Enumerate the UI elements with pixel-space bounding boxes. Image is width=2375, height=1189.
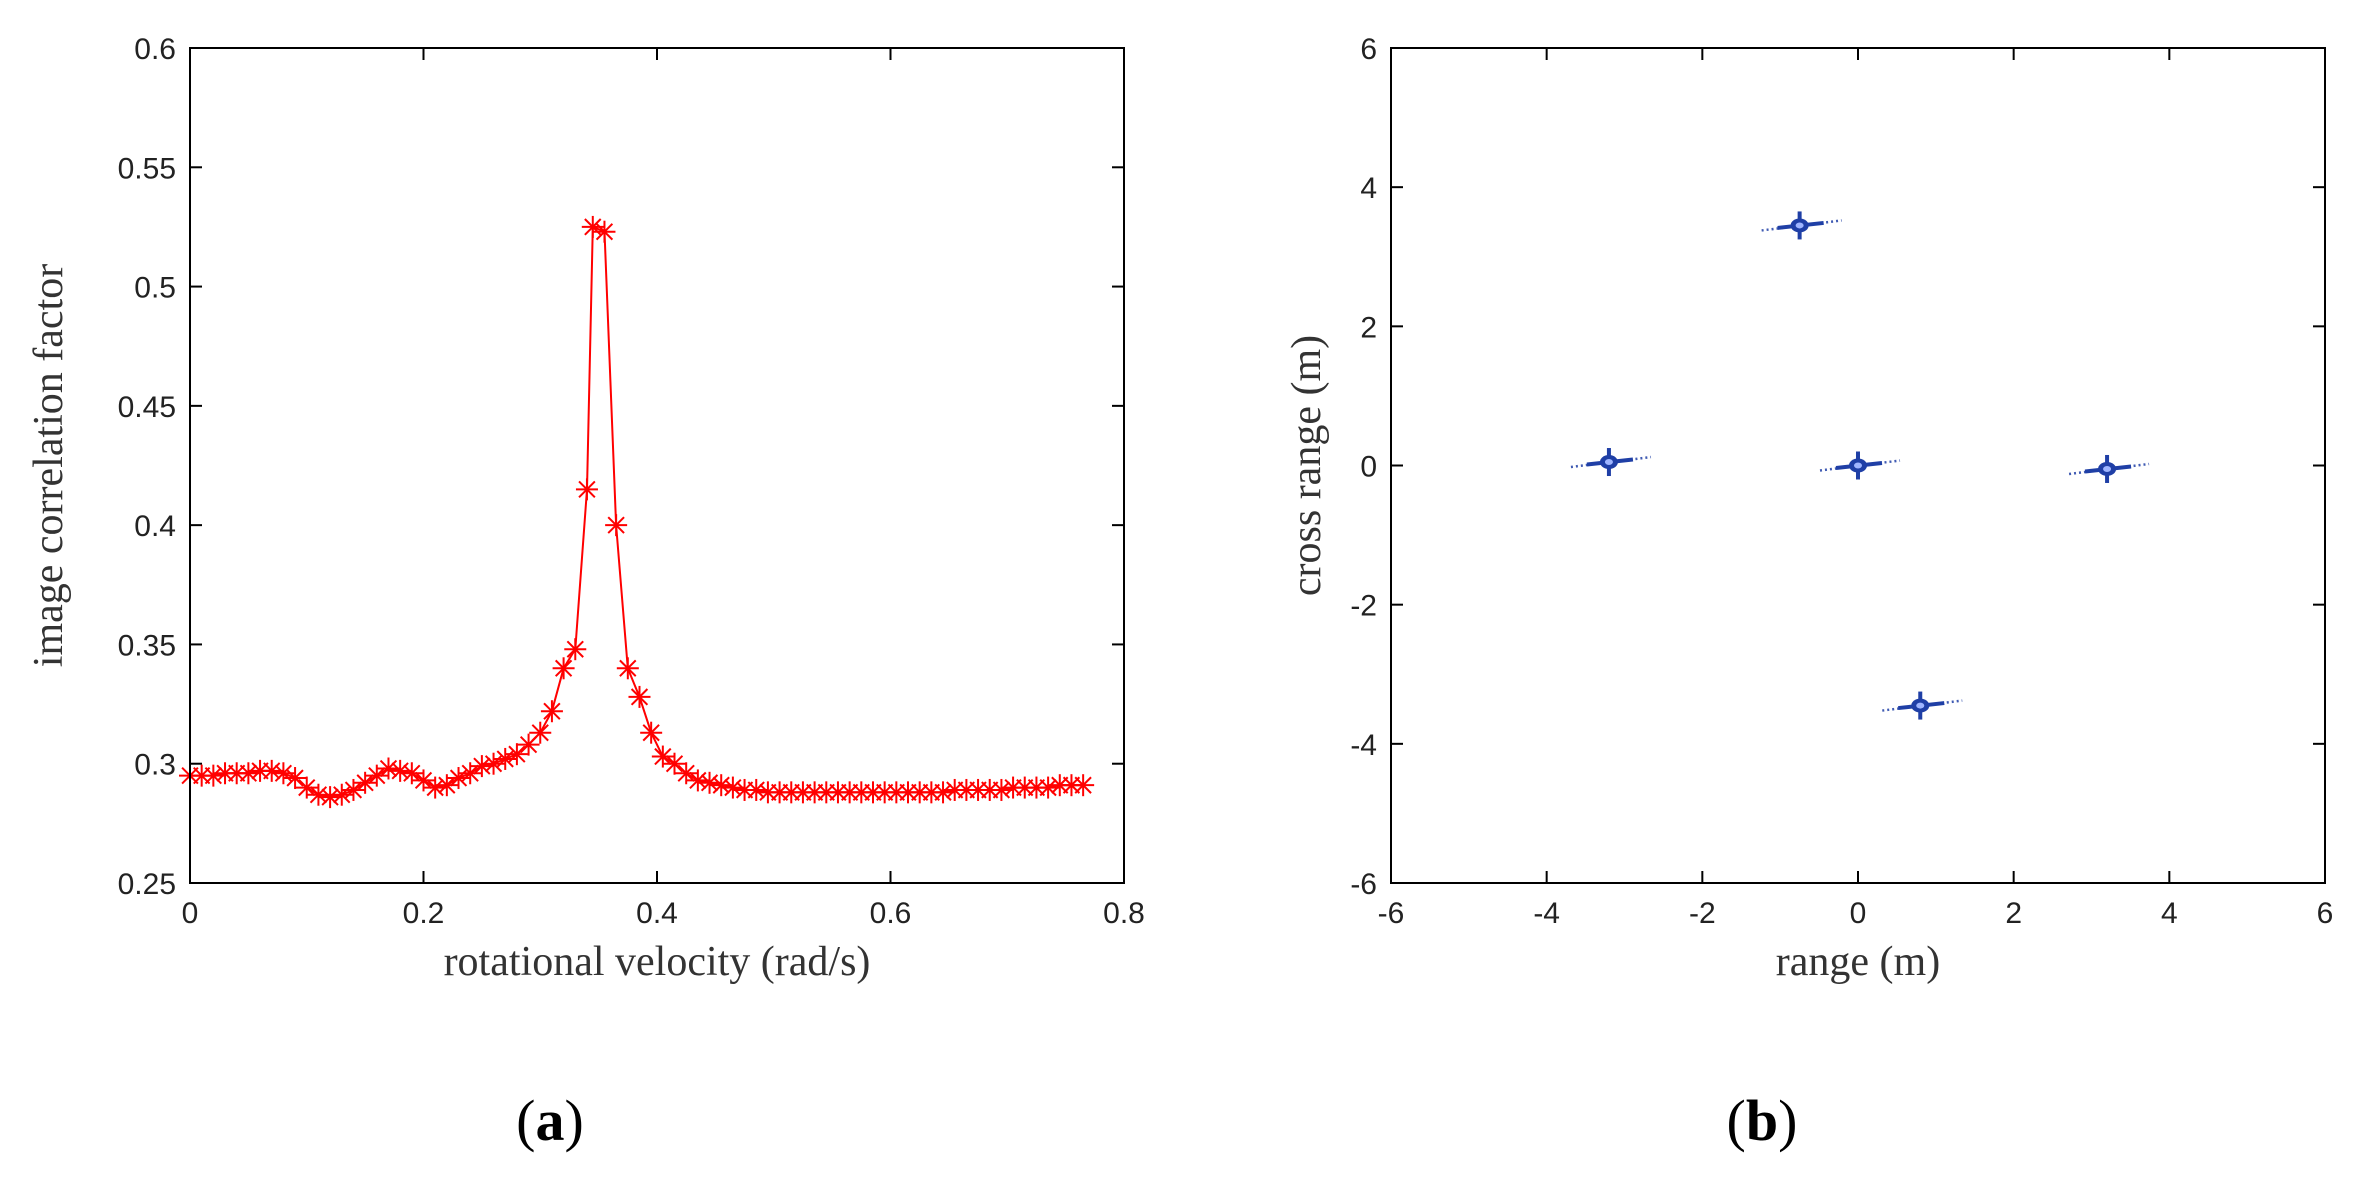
panel-a-x-tick-label: 0.2 xyxy=(403,897,445,930)
panel-b-y-tick-label: 4 xyxy=(1360,172,1377,205)
panel-a-caption-close: ) xyxy=(565,1088,584,1153)
panel-a-y-tick-label: 0.5 xyxy=(134,272,176,305)
panel-a-data-point xyxy=(675,762,698,785)
panel-b-x-axis-label: range (m) xyxy=(1776,939,1940,985)
panel-a-data-point xyxy=(435,774,458,797)
panel-a-y-tick-label: 0.55 xyxy=(118,152,176,185)
panel-a-series-line xyxy=(190,225,1084,799)
panel-a-data-point xyxy=(593,220,616,243)
panel-a-data-point xyxy=(295,776,318,799)
panel-a-data-point xyxy=(237,762,260,785)
panel-a-x-tick-label: 0.8 xyxy=(1103,897,1145,930)
panel-a-x-axis-label: rotational velocity (rad/s) xyxy=(444,939,871,985)
panel-b-y-tick-label: 6 xyxy=(1360,33,1377,66)
panel-a-plot-frame xyxy=(189,47,1125,884)
panel-b-y-tick-label: -2 xyxy=(1350,590,1377,623)
panel-b-x-tick-label: 0 xyxy=(1850,897,1867,930)
panel-b-chart: -6 -4 -2 0 2 4 6 -6 -4 -2 0 2 4 6 range (m) cross ran… xyxy=(1284,33,2333,1153)
panel-a-data-point xyxy=(575,478,598,501)
panel-a-data-point xyxy=(540,700,563,723)
panel-a-data-point xyxy=(616,657,639,680)
panel-a-data-point xyxy=(354,771,377,794)
panel-a-data-point xyxy=(640,721,663,744)
panel-b-caption: (b) xyxy=(1727,1088,1798,1153)
panel-a-data-point xyxy=(529,721,552,744)
panel-a-data-point xyxy=(552,657,575,680)
panel-b-scatterer xyxy=(2068,454,2150,483)
panel-b-x-tick-label: 2 xyxy=(2005,897,2022,930)
panel-a-data-point xyxy=(459,762,482,785)
panel-a-x-tick-label: 0 xyxy=(182,897,199,930)
panel-b-x-tick-label: -4 xyxy=(1533,897,1560,930)
panel-a-data-point xyxy=(564,638,587,661)
panel-a-caption-open: ( xyxy=(516,1088,535,1153)
panel-b-y-axis-label: cross range (m) xyxy=(1284,335,1330,596)
panel-a-y-tick-label: 0.6 xyxy=(134,33,176,66)
panel-a-data-point xyxy=(365,764,388,787)
panel-b-x-tick-label: -6 xyxy=(1378,897,1405,930)
panel-a-data-point xyxy=(400,762,423,785)
panel-b-y-tick-label: 2 xyxy=(1360,311,1377,344)
panel-a-data-point xyxy=(505,743,528,766)
panel-a-chart: 0 0.2 0.4 0.6 0.8 0.25 0.3 0.35 0.4 0.45 0.5 0.55 0.… xyxy=(26,33,1145,1153)
panel-b-scatterer xyxy=(1882,691,1963,720)
panel-a-data-point xyxy=(284,767,307,790)
panel-b-caption-letter: b xyxy=(1746,1088,1778,1153)
panel-a-y-tick-label: 0.35 xyxy=(118,629,176,662)
panel-b-x-tick-label: -2 xyxy=(1689,897,1716,930)
panel-a-data-point xyxy=(260,759,283,782)
panel-b-y-tick-label: 0 xyxy=(1360,451,1377,484)
panel-a-data-point xyxy=(628,685,651,708)
panel-b-x-tick-label: 6 xyxy=(2317,897,2334,930)
panel-a-caption-letter: a xyxy=(536,1088,565,1153)
panel-b-plot-frame xyxy=(1390,47,2326,884)
panel-a-y-tick-label: 0.25 xyxy=(118,868,176,901)
panel-b-scatterer xyxy=(1761,211,1842,240)
panel-a-x-tick-label: 0.4 xyxy=(636,897,678,930)
panel-a-data-point xyxy=(651,745,674,768)
panel-b-caption-close: ) xyxy=(1778,1088,1797,1153)
panel-b-y-tick-label: -6 xyxy=(1350,868,1377,901)
panel-a-y-tick-label: 0.45 xyxy=(118,391,176,424)
panel-a-y-tick-label: 0.3 xyxy=(134,749,176,782)
panel-a-y-tick-label: 0.4 xyxy=(134,510,176,543)
panel-a-data-point xyxy=(605,514,628,537)
panel-b-scatterer xyxy=(1819,451,1901,480)
panel-b-x-tick-label: 4 xyxy=(2161,897,2178,930)
panel-a-data-point xyxy=(663,752,686,775)
panel-a-data-point xyxy=(1072,774,1095,797)
panel-b-y-tick-label: -4 xyxy=(1350,729,1377,762)
panel-b-scatterer xyxy=(1570,448,1652,477)
panel-a-y-axis-label: image correlation factor xyxy=(26,264,72,667)
panel-b-caption-open: ( xyxy=(1727,1088,1746,1153)
panel-a-data-point xyxy=(990,778,1013,801)
panel-a-caption: (a) xyxy=(516,1088,584,1153)
panel-a-data-point xyxy=(342,778,365,801)
panel-a-x-tick-label: 0.6 xyxy=(870,897,912,930)
panel-a-data-point xyxy=(412,769,435,792)
panel-a-data-point xyxy=(389,759,412,782)
